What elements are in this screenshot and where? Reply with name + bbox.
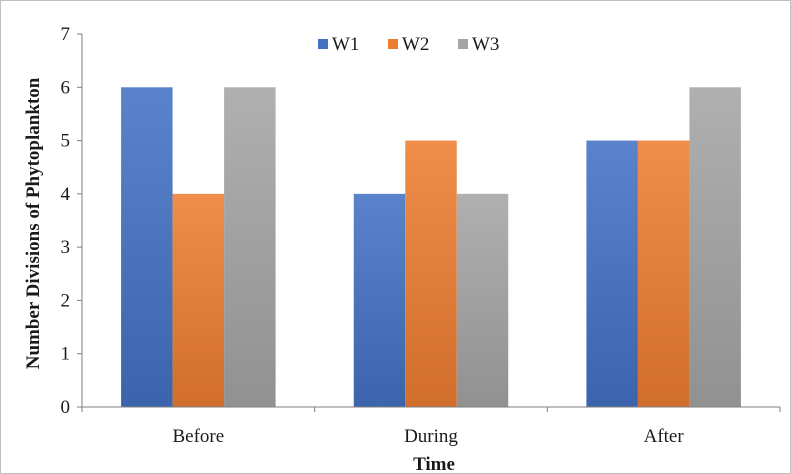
y-axis-title: Number Divisions of Phytoplankton — [23, 77, 44, 369]
x-tick-label: After — [644, 426, 685, 447]
y-axis-ticks: 0 1 2 3 4 5 6 7 — [61, 24, 82, 418]
legend-swatch-w2 — [388, 39, 398, 49]
y-tick-label: 5 — [61, 131, 71, 152]
legend-label-w2: W2 — [402, 34, 429, 55]
y-tick-label: 0 — [61, 397, 71, 418]
bar-w1-after — [586, 140, 638, 408]
legend-swatch-w3 — [458, 39, 468, 49]
bar-w2-after — [637, 140, 690, 408]
y-tick-label: 3 — [61, 237, 71, 258]
bar-w1-during — [353, 193, 406, 407]
x-axis-ticks: Before During After — [81, 407, 781, 447]
y-tick-label: 6 — [61, 77, 71, 98]
bar-w3-after — [689, 87, 741, 408]
legend-swatch-w1 — [318, 39, 328, 49]
x-axis-title: Time — [413, 454, 455, 474]
bar-w1-before — [121, 87, 173, 408]
y-tick-label: 1 — [61, 344, 71, 365]
x-tick-label: Before — [172, 426, 224, 447]
legend: W1 W2 W3 — [318, 34, 499, 55]
bar-w2-during — [405, 140, 457, 408]
y-tick-label: 2 — [61, 290, 71, 311]
bar-w3-during — [456, 193, 509, 407]
legend-label-w3: W3 — [472, 34, 499, 55]
x-tick-label: During — [404, 426, 458, 447]
legend-label-w1: W1 — [332, 34, 359, 55]
bars-layer — [121, 87, 741, 408]
bar-w3-before — [224, 87, 276, 408]
bar-w2-before — [172, 193, 225, 407]
y-tick-label: 7 — [61, 24, 71, 45]
y-tick-label: 4 — [61, 184, 71, 205]
